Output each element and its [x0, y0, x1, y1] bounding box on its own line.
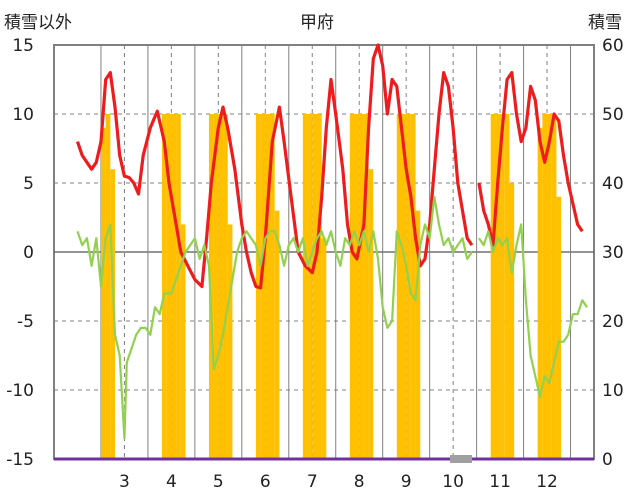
snow-bar [504, 114, 510, 459]
chart-title: 甲府 [300, 13, 334, 33]
snow-bar [410, 114, 416, 459]
snow-bar [166, 114, 172, 459]
snow-bar [105, 114, 111, 459]
x-tick-label: 5 [213, 472, 224, 492]
snow-bar [551, 114, 557, 459]
x-tick-label: 6 [260, 472, 271, 492]
snow-bar [260, 114, 266, 459]
x-tick-label: 3 [119, 472, 130, 492]
snow-bar [274, 210, 280, 459]
snow-bar [180, 224, 186, 459]
y-left-tick-label: -10 [6, 381, 34, 401]
x-axis-ticks: 3 4 5 6 7 8 9 10 11 12 [119, 472, 558, 492]
snow-bar [537, 127, 543, 460]
y-right-tick-label: 30 [602, 243, 624, 263]
snow-bar [509, 183, 515, 459]
snow-bar [218, 114, 224, 459]
snow-bar [227, 224, 233, 459]
x-tick-label: 9 [401, 472, 412, 492]
snow-bar [321, 238, 327, 459]
snow-bar [547, 114, 552, 459]
y-right-tick-label: 10 [602, 381, 624, 401]
snow-bar [176, 114, 181, 459]
x-tick-label: 8 [354, 472, 365, 492]
snow-bar [556, 196, 562, 460]
y-left-tick-label: 5 [23, 174, 34, 194]
x-tick-label: 7 [307, 472, 318, 492]
series-line-green [76, 195, 473, 440]
series-line-green [478, 223, 588, 398]
y-left-tick-label: -5 [17, 312, 34, 332]
snow-bar [542, 114, 548, 459]
x-tick-label: 10 [442, 472, 464, 492]
snow-bar [302, 114, 308, 459]
left-axis-label: 積雪以外 [4, 13, 72, 33]
y-right-tick-label: 50 [602, 105, 624, 125]
series-line-red [75, 43, 474, 290]
snow-bar [162, 114, 167, 459]
baseline-gap [450, 455, 472, 463]
y-right-tick-label: 0 [602, 450, 613, 470]
snow-bar [208, 114, 214, 459]
left-axis-ticks: 15 10 5 0 -5 -10 -15 [6, 36, 34, 470]
y-right-tick-label: 20 [602, 312, 624, 332]
y-right-tick-label: 60 [602, 36, 624, 56]
series-line-red [477, 71, 584, 247]
right-axis-ticks: 60 50 40 30 20 10 0 [602, 36, 624, 470]
y-left-tick-label: -15 [6, 450, 34, 470]
x-tick-label: 4 [166, 472, 177, 492]
snow-bar [490, 114, 496, 459]
snow-bar [100, 127, 106, 460]
right-axis-label: 積雪 [588, 13, 622, 33]
snow-bar [406, 114, 411, 459]
y-left-tick-label: 0 [23, 243, 34, 263]
x-tick-label: 12 [536, 472, 558, 492]
y-left-tick-label: 15 [12, 36, 34, 56]
snow-bar [396, 114, 402, 459]
snow-bar [349, 114, 355, 459]
snow-bar [213, 114, 219, 459]
snow-bar [359, 114, 364, 459]
y-left-tick-label: 10 [12, 105, 34, 125]
snow-bar [363, 114, 369, 459]
snow-bars [100, 114, 562, 460]
snow-bar [270, 114, 275, 459]
snow-bar [500, 114, 505, 459]
snow-bar [223, 114, 228, 459]
snow-bar [316, 114, 322, 459]
snow-bar [307, 114, 313, 459]
snow-bar [110, 169, 116, 459]
series-lines [75, 43, 588, 440]
y-right-tick-label: 40 [602, 174, 624, 194]
snow-bar [401, 114, 407, 459]
snow-bar [265, 114, 270, 459]
snow-bar [354, 114, 360, 459]
snow-bar [415, 210, 421, 459]
x-tick-label: 11 [489, 472, 511, 492]
snow-bar [368, 169, 374, 459]
snow-bar [312, 114, 317, 459]
snow-bar [495, 114, 501, 459]
